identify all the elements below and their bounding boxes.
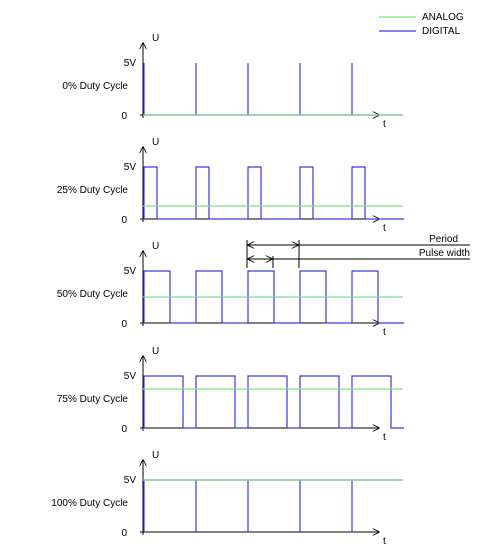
low-level-label: 0 [121,424,127,435]
x-axis-label: t [383,223,386,234]
legend-analog-label: ANALOG [422,12,464,23]
y-axis-label: U [152,241,159,252]
x-axis-label: t [383,119,386,130]
high-level-label: 5V [124,162,137,173]
low-level-label: 0 [121,528,127,539]
low-level-label: 0 [121,215,127,226]
digital-signal [143,166,404,220]
digital-signal [143,63,403,116]
duty-cycle-label: 25% Duty Cycle [57,185,129,196]
y-axis-label: U [152,346,159,357]
low-level-label: 0 [121,319,127,330]
panel-3: 75% Duty Cycle Ut 5V 0 [57,346,404,443]
y-axis-label: U [152,450,159,461]
period-label: Period [429,234,458,245]
high-level-label: 5V [124,371,137,382]
high-level-label: 5V [124,475,137,486]
digital-signal [143,375,404,429]
period-annotation: Period Pulse width [246,234,470,268]
panel-2: 50% Duty Cycle Ut 5V 0 [57,241,404,338]
duty-cycle-label: 100% Duty Cycle [51,498,128,509]
x-axis-label: t [383,536,386,547]
high-level-label: 5V [124,266,137,277]
legend: ANALOG DIGITAL [379,12,464,37]
high-level-label: 5V [124,58,137,69]
x-axis-label: t [383,327,386,338]
legend-digital-label: DIGITAL [422,26,461,37]
duty-cycle-label: 50% Duty Cycle [57,289,129,300]
panel-0: 0% Duty Cycle Ut 5V 0 [62,33,403,130]
y-axis-label: U [152,33,159,44]
digital-signal [143,479,403,532]
duty-cycle-label: 75% Duty Cycle [57,394,129,405]
x-axis-label: t [383,432,386,443]
duty-cycle-label: 0% Duty Cycle [62,81,128,92]
y-axis-label: U [152,137,159,148]
pulse-width-label: Pulse width [419,248,470,259]
panel-4: 100% Duty Cycle Ut 5V 0 [51,450,403,547]
panel-1: 25% Duty Cycle Ut 5V 0 [57,137,404,234]
low-level-label: 0 [121,111,127,122]
